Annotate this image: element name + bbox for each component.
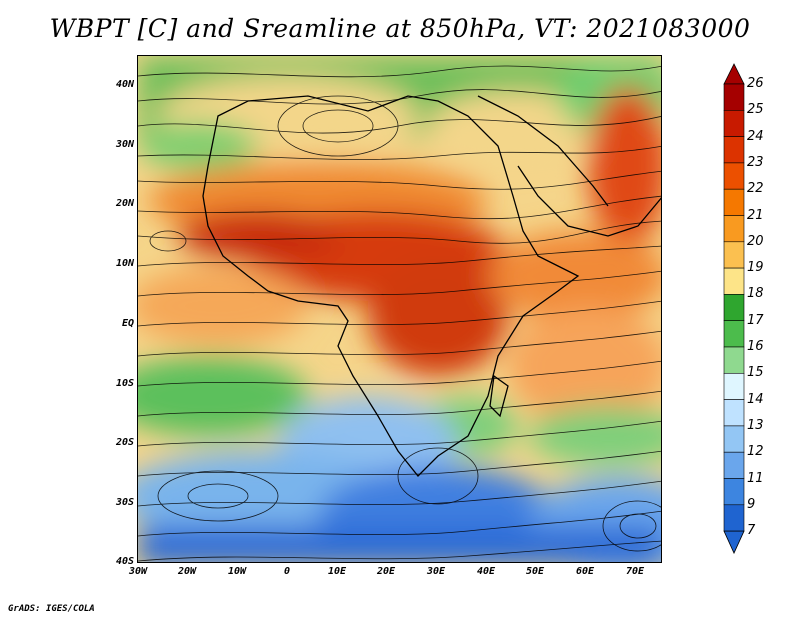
- colorbar-label: 17: [747, 312, 764, 328]
- colorbar-graphic: [723, 63, 745, 555]
- colorbar-segment: [723, 215, 745, 243]
- colorbar-segment: [723, 162, 745, 190]
- lat-label: 20N: [115, 198, 134, 209]
- colorbar-segment: [723, 346, 745, 374]
- colorbar-label: 21: [747, 207, 764, 223]
- map-panel: [137, 55, 662, 563]
- colorbar-bottom-arrow: [723, 530, 745, 555]
- colorbar-label: 22: [747, 181, 764, 197]
- footer-credit: GrADS: IGES/COLA: [8, 604, 95, 614]
- colorbar-label: 11: [747, 470, 764, 486]
- colorbar: [723, 62, 745, 558]
- colorbar-segment: [723, 425, 745, 453]
- colorbar-segment: [723, 267, 745, 295]
- colorbar-label: 16: [747, 339, 764, 354]
- colorbar-label: 7: [747, 523, 756, 539]
- colorbar-segment: [723, 188, 745, 216]
- colorbar-segment: [723, 83, 745, 111]
- lon-label: 0: [283, 566, 291, 577]
- colorbar-label: 13: [747, 417, 764, 433]
- lat-label: EQ: [121, 318, 134, 329]
- lon-label: 20W: [177, 566, 197, 577]
- colorbar-segment: [723, 372, 745, 400]
- colorbar-label: 18: [747, 286, 764, 302]
- colorbar-segment: [723, 504, 745, 532]
- lat-label: 30N: [115, 139, 134, 150]
- colorbar-top-arrow: [723, 63, 745, 85]
- colorbar-label: 12: [747, 444, 764, 460]
- lon-label: 30W: [128, 566, 148, 577]
- wbpt-field: [138, 56, 661, 562]
- colorbar-segment: [723, 320, 745, 348]
- colorbar-segment: [723, 451, 745, 479]
- lat-label: 20S: [115, 437, 134, 448]
- colorbar-label: 25: [747, 102, 764, 118]
- colorbar-label: 24: [747, 128, 764, 144]
- lon-label: 50E: [525, 566, 545, 577]
- lon-label: 60E: [575, 566, 595, 577]
- colorbar-label: 23: [747, 154, 764, 170]
- lon-label: 70E: [625, 566, 645, 577]
- lat-label: 40N: [115, 79, 134, 90]
- colorbar-label: 20: [747, 233, 764, 249]
- chart-title: WBPT [C] and Sreamline at 850hPa, VT: 20…: [49, 14, 751, 43]
- lon-label: 30E: [426, 566, 446, 577]
- colorbar-label: 15: [747, 365, 764, 381]
- lon-label: 40E: [476, 566, 496, 577]
- colorbar-segment: [723, 109, 745, 137]
- colorbar-segment: [723, 478, 745, 506]
- colorbar-segment: [723, 294, 745, 321]
- lat-label: 40S: [115, 556, 134, 567]
- lon-label: 10W: [227, 566, 247, 577]
- colorbar-label: 14: [747, 391, 764, 407]
- lat-label: 10S: [115, 378, 134, 389]
- lat-label: 30S: [115, 497, 134, 508]
- colorbar-label: 26: [747, 76, 764, 91]
- colorbar-label: 19: [747, 260, 764, 276]
- colorbar-segment: [723, 136, 745, 164]
- lon-label: 20E: [376, 566, 396, 577]
- colorbar-segment: [723, 399, 745, 427]
- colorbar-segment: [723, 241, 745, 269]
- colorbar-label: 9: [747, 496, 756, 512]
- lon-label: 10E: [327, 566, 347, 577]
- lat-label: 10N: [115, 258, 134, 269]
